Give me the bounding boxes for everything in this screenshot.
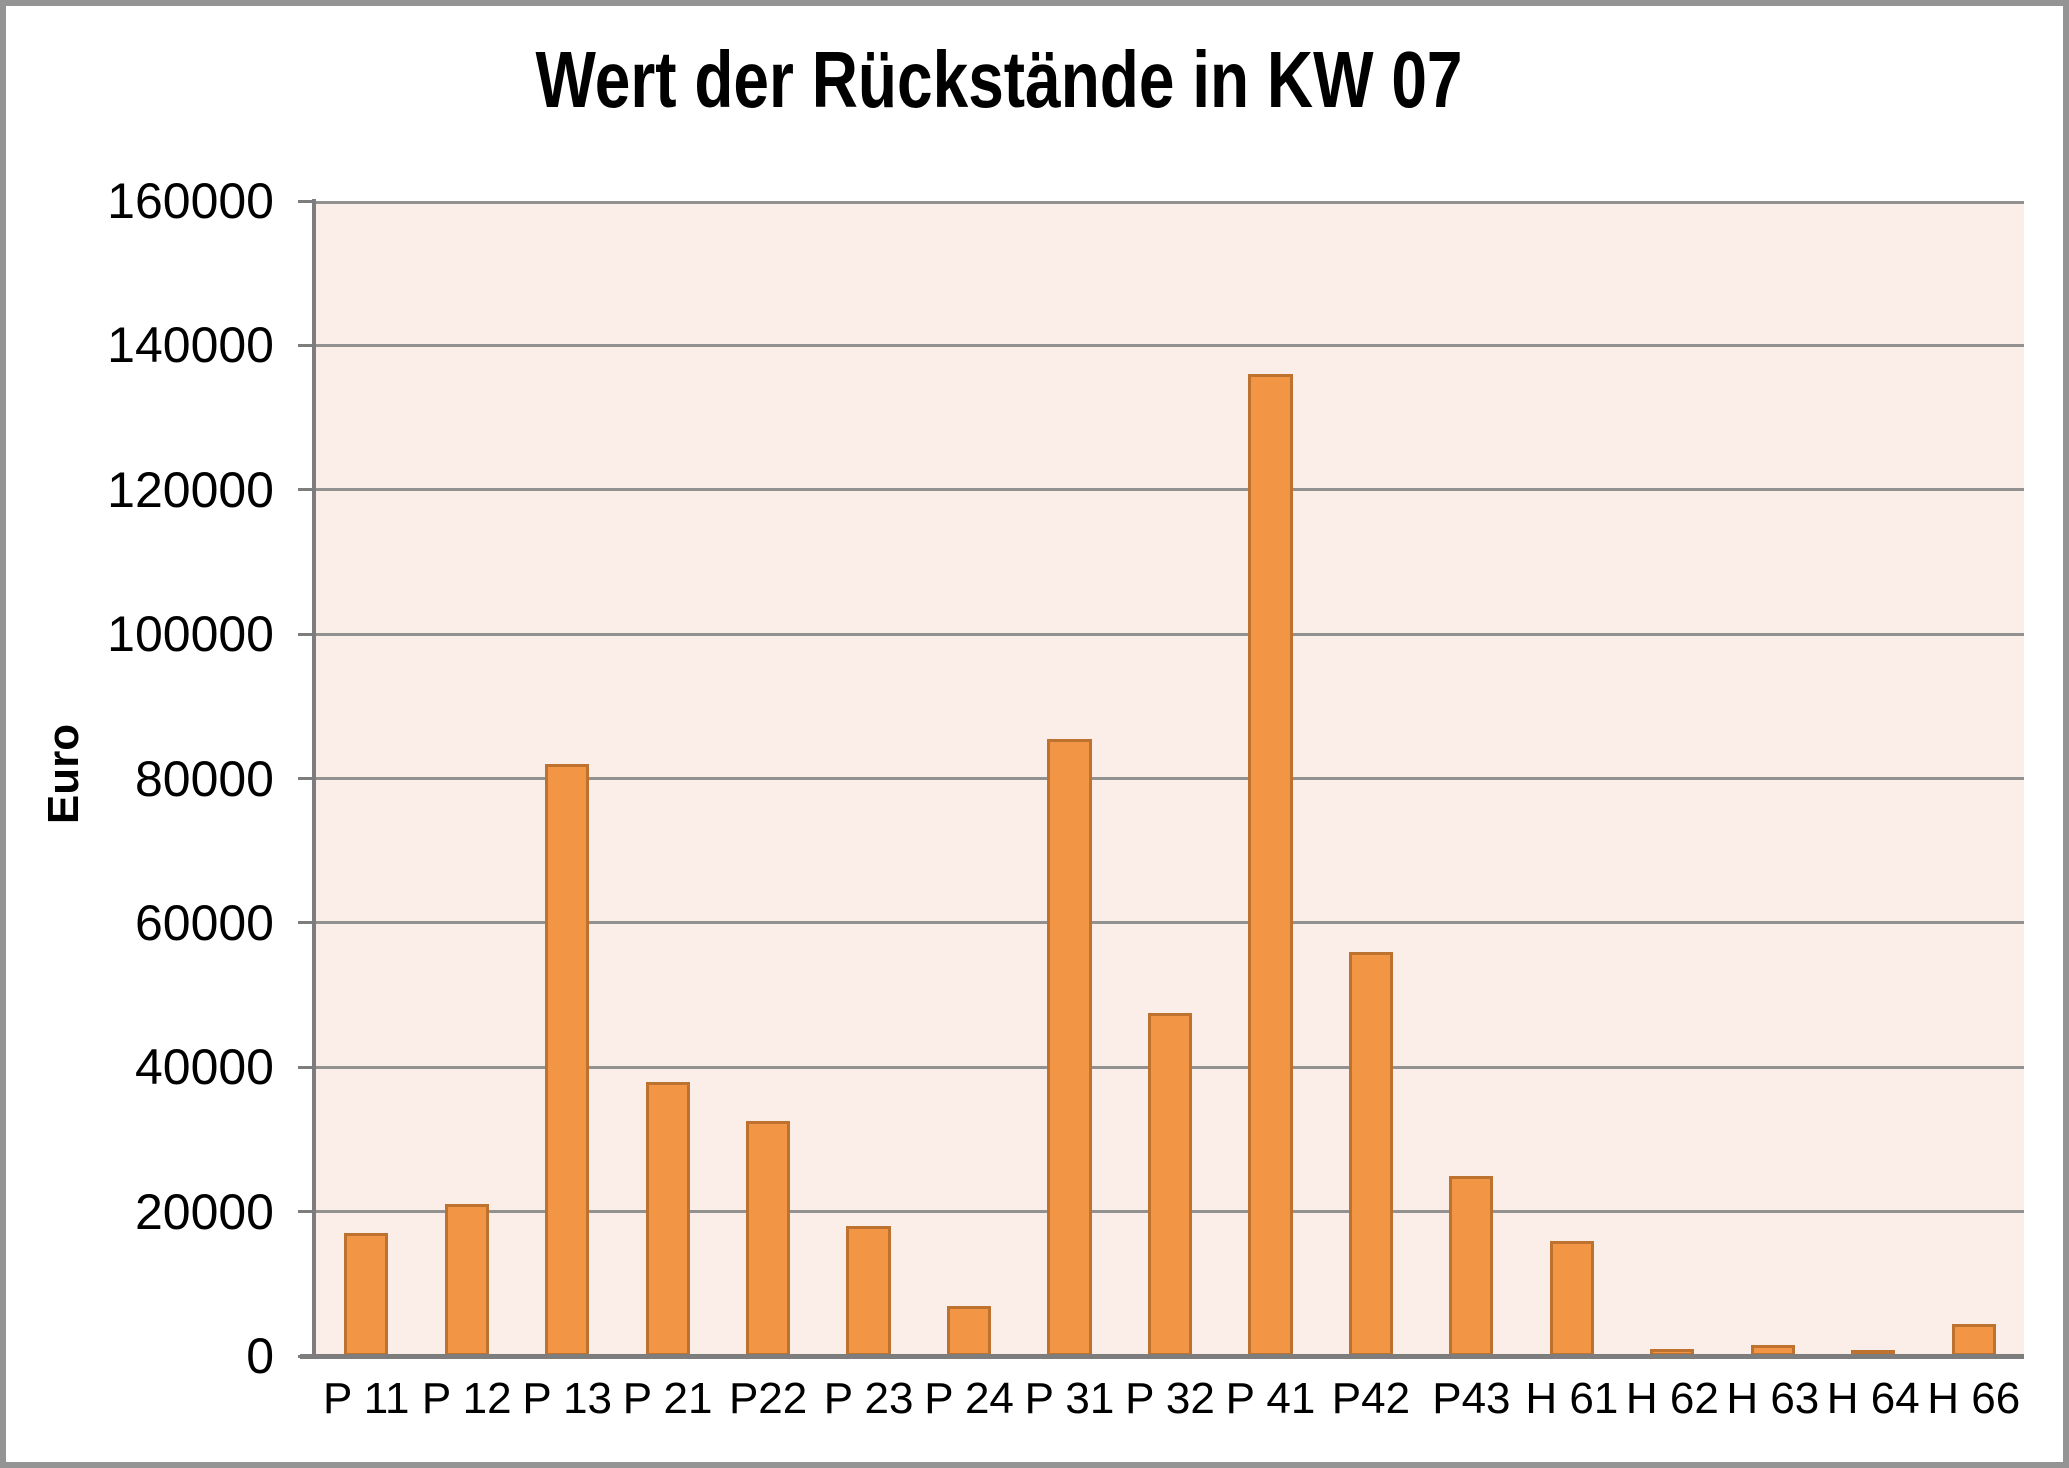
bar — [1348, 951, 1394, 1356]
bars-layer — [316, 201, 2024, 1356]
bar — [1549, 1240, 1594, 1356]
x-tick-label: H 66 — [1927, 1374, 2021, 1423]
bar-band — [1321, 201, 1421, 1356]
bar — [1951, 1323, 1996, 1356]
x-tick-label: H 64 — [1826, 1374, 1920, 1423]
x-tick-label: H 61 — [1525, 1374, 1619, 1423]
gridline — [316, 201, 2024, 204]
y-tick-label: 60000 — [134, 894, 274, 951]
plot-area — [316, 201, 2024, 1356]
bar — [746, 1121, 791, 1356]
x-tick-label: P 11 — [323, 1374, 410, 1423]
x-tick-label: P 21 — [622, 1374, 713, 1423]
bar-band — [1019, 201, 1119, 1356]
gridline — [316, 343, 2024, 347]
x-tick-label: P42 — [1331, 1374, 1411, 1423]
bar — [1248, 374, 1293, 1356]
y-tick-mark — [298, 488, 313, 492]
bar-band — [1823, 201, 1923, 1356]
gridline — [316, 632, 2024, 636]
bar-band — [1220, 201, 1320, 1356]
bar — [1147, 1013, 1193, 1356]
x-tick-label: P 32 — [1125, 1374, 1215, 1423]
bar — [645, 1081, 690, 1356]
chart-title: Wert der Rückstände in KW 07 — [535, 35, 1463, 124]
x-axis-line — [300, 1354, 2024, 1359]
x-axis-labels: P 11 P 12 P 13 P 21 P22 P 23 P 24 P 31 P 32 P 41 P… — [316, 1374, 2024, 1424]
bar-band — [1522, 201, 1622, 1356]
bar — [1047, 738, 1092, 1356]
gridline — [316, 488, 2024, 492]
gridline — [316, 777, 2024, 780]
y-tick-label: 40000 — [134, 1039, 274, 1096]
x-tick-label: P 13 — [522, 1374, 613, 1423]
bar — [444, 1204, 489, 1356]
y-tick-mark — [298, 632, 313, 636]
bar-band — [718, 201, 818, 1356]
y-tick-mark — [298, 921, 313, 925]
bar-band — [919, 201, 1019, 1356]
y-tick-mark — [298, 1065, 313, 1069]
x-tick-label: H 62 — [1625, 1374, 1719, 1423]
bar-band — [517, 201, 617, 1356]
bar — [1449, 1175, 1494, 1356]
bar-band — [818, 201, 918, 1356]
bar — [946, 1305, 992, 1356]
bar-band — [1421, 201, 1521, 1356]
y-tick-mark — [298, 343, 313, 347]
y-tick-label: 0 — [246, 1328, 274, 1384]
y-tick-mark — [298, 777, 313, 780]
bar-band — [316, 201, 416, 1356]
y-tick-mark — [298, 1354, 313, 1358]
y-tick-label: 160000 — [107, 173, 274, 229]
bar-band — [1723, 201, 1823, 1356]
bar-band — [617, 201, 717, 1356]
bar — [344, 1233, 389, 1356]
y-axis-line — [312, 199, 316, 1359]
x-tick-label: P22 — [728, 1374, 808, 1423]
bar — [846, 1226, 891, 1356]
y-tick-label: 100000 — [107, 606, 274, 663]
bar-band — [1120, 201, 1220, 1356]
y-tick-mark — [298, 199, 313, 203]
y-tick-label: 80000 — [134, 750, 274, 807]
gridline — [316, 921, 2024, 925]
bar — [545, 764, 590, 1356]
x-tick-label: P 31 — [1024, 1374, 1115, 1423]
x-tick-label: P 12 — [421, 1374, 512, 1423]
y-tick-mark — [298, 1210, 313, 1214]
x-tick-label: P43 — [1432, 1374, 1511, 1423]
bar-band — [416, 201, 516, 1356]
x-tick-label: P 24 — [924, 1374, 1014, 1423]
bar-band — [1924, 201, 2024, 1356]
x-tick-label: P 41 — [1225, 1374, 1316, 1423]
y-tick-label: 120000 — [107, 461, 274, 518]
x-tick-label: H 63 — [1726, 1374, 1820, 1423]
bar-chart: Wert der Rückstände in KW 07 Euro 0 20000… — [6, 6, 2063, 1462]
y-tick-label: 140000 — [107, 317, 274, 374]
bar-band — [1622, 201, 1722, 1356]
x-tick-label: P 23 — [823, 1374, 914, 1423]
y-tick-label: 20000 — [134, 1183, 274, 1240]
